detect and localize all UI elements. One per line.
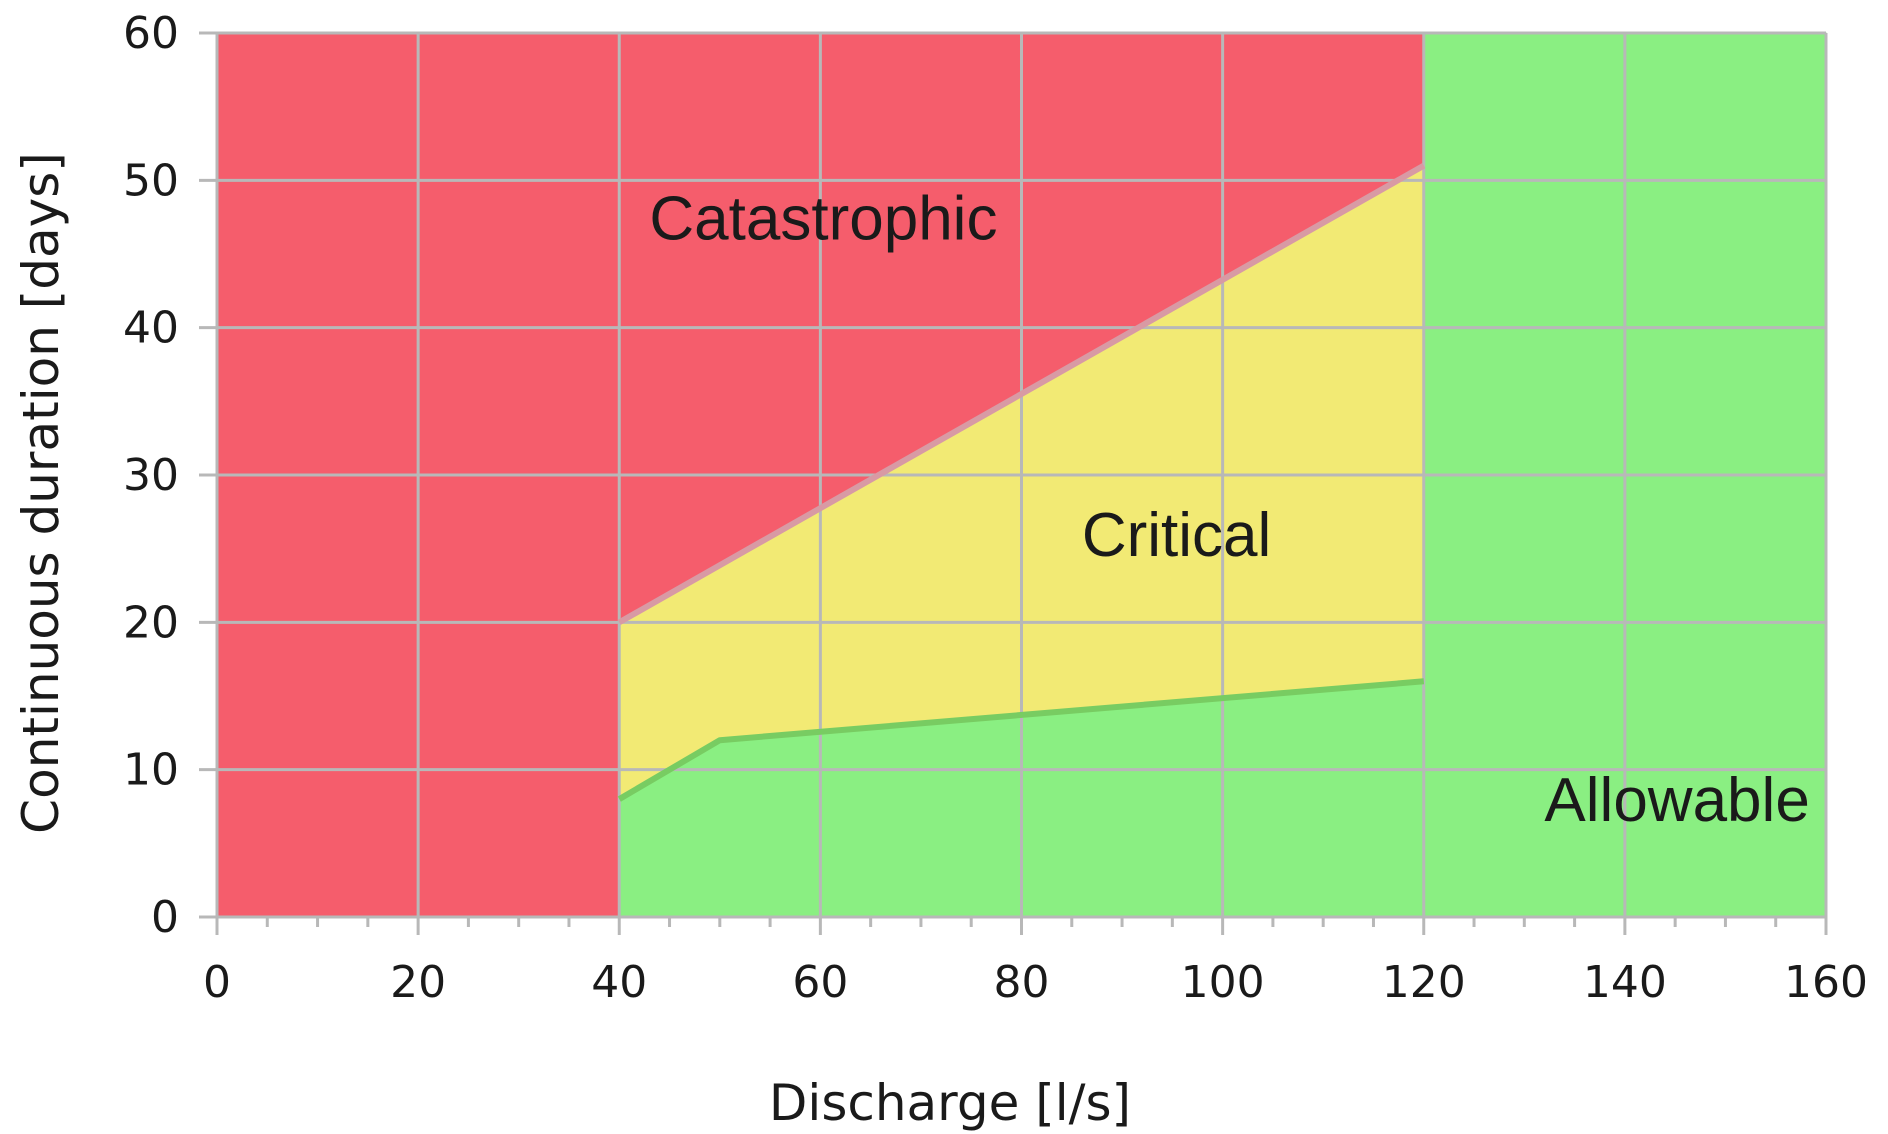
boundary-critical-allowable: [617, 678, 1425, 802]
boundary-lines: [617, 162, 1426, 802]
region-labels: Catastrophic Critical Allowable: [649, 184, 1809, 835]
y-tick-label: 0: [151, 892, 179, 943]
axes: 0 10 20 30 40 50 60 0 20 40 60 80 100 120 140 160: [123, 8, 1868, 1008]
x-tick-label: 60: [792, 957, 848, 1008]
region-label-allowable: Allowable: [1544, 766, 1809, 835]
y-tick-label: 40: [123, 303, 179, 354]
x-axis-title: Discharge [l/s]: [769, 1074, 1131, 1132]
x-tick-label: 20: [390, 957, 446, 1008]
x-tick-label: 120: [1382, 957, 1466, 1008]
region-label-critical: Critical: [1082, 501, 1271, 570]
x-tick-label: 0: [203, 957, 231, 1008]
y-tick-label: 20: [123, 597, 179, 648]
x-tick-label: 80: [994, 957, 1050, 1008]
x-tick-label: 160: [1784, 957, 1868, 1008]
y-tick-label: 50: [123, 155, 179, 206]
x-tick-label: 100: [1181, 957, 1265, 1008]
region-label-catastrophic: Catastrophic: [649, 184, 997, 253]
x-tick-label: 140: [1583, 957, 1667, 1008]
x-tick-label: 40: [591, 957, 647, 1008]
y-tick-label: 10: [123, 745, 179, 796]
y-axis-title: Continuous duration [days]: [12, 152, 70, 834]
y-tick-label: 30: [123, 450, 179, 501]
gridlines: [217, 31, 1828, 917]
y-tick-label: 60: [123, 8, 179, 59]
boundary-catastrophic-critical: [617, 162, 1426, 625]
